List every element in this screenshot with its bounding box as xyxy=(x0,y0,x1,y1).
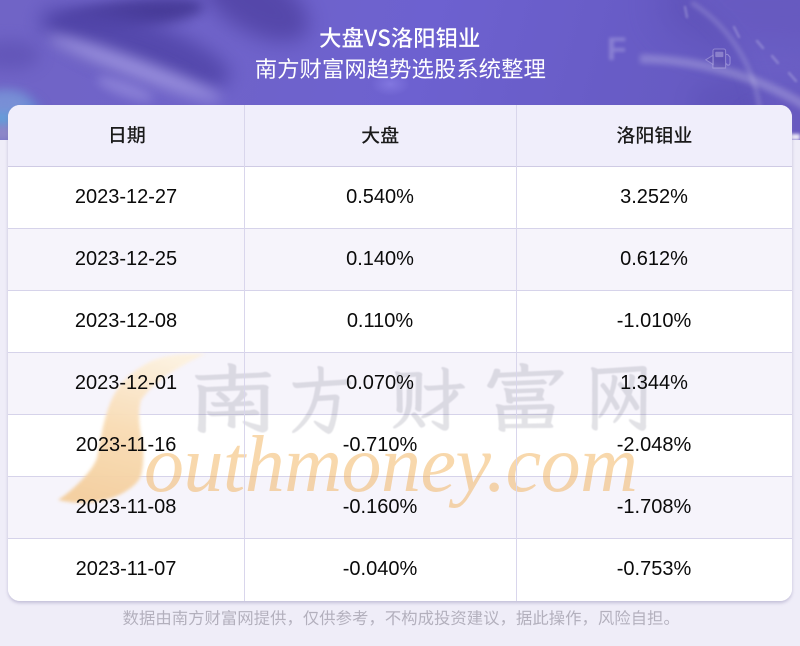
svg-text:F: F xyxy=(607,31,627,67)
